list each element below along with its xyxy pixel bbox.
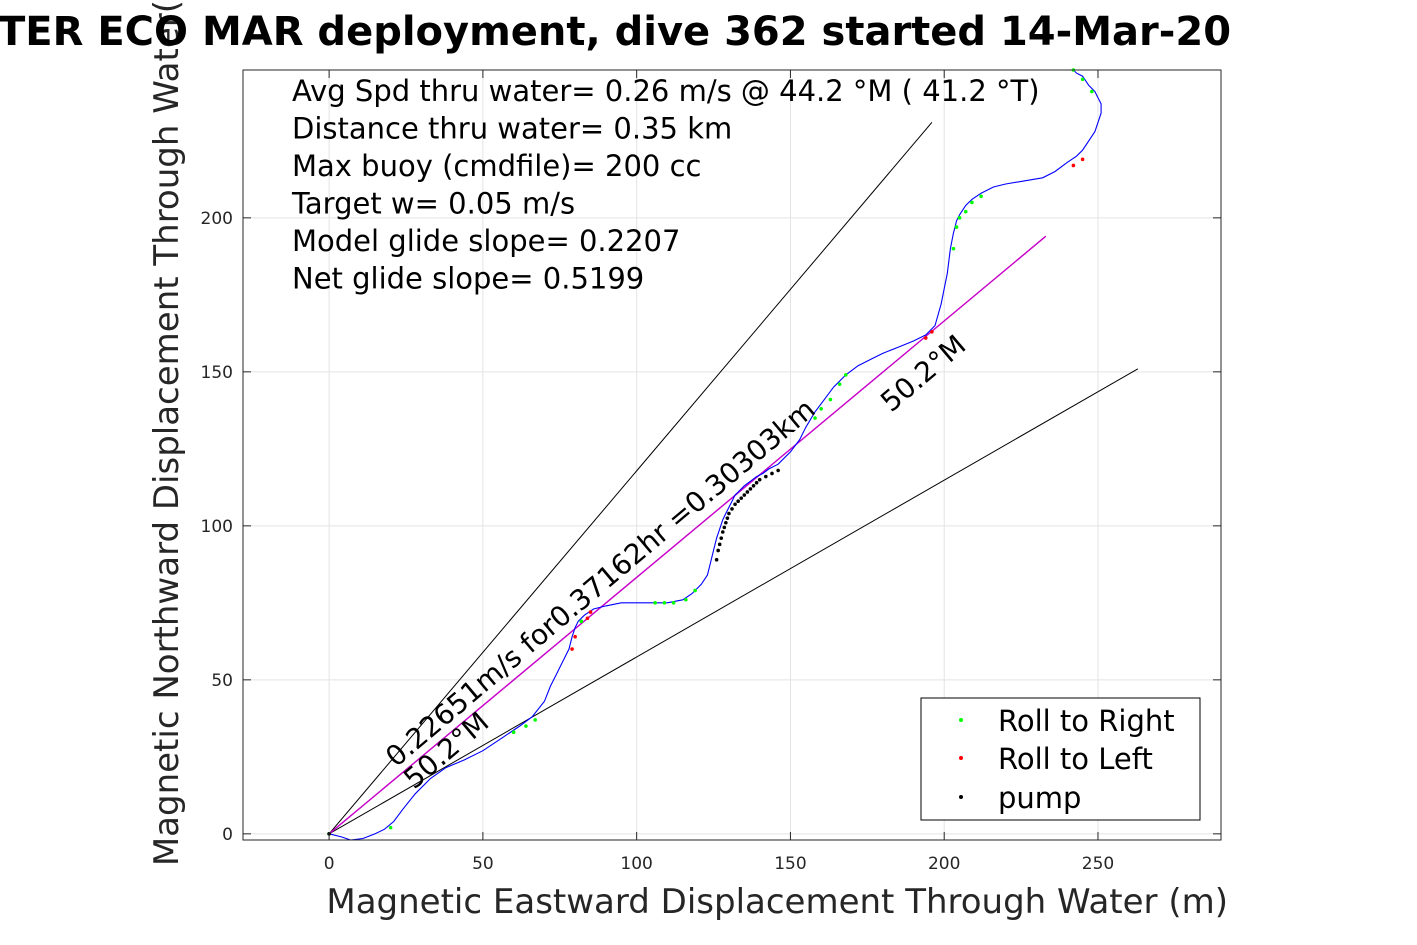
roll-right-point (524, 724, 528, 728)
legend-marker-pump (959, 795, 963, 799)
stat-line: Model glide slope= 0.2207 (292, 224, 680, 258)
x-axis-label: Magnetic Eastward Displacement Through W… (326, 882, 1228, 922)
pump-point (745, 490, 750, 494)
roll-left-point (930, 330, 934, 334)
annotation-speed: 0.22651m/s for0.37162hr =0.30303km (379, 392, 821, 773)
legend-marker-roll-left (959, 756, 963, 760)
glider-track-line (328, 69, 1102, 841)
x-tick-label: 150 (774, 854, 806, 874)
roll-right-point (951, 246, 956, 251)
roll-right-point (579, 619, 584, 624)
roll-left-point (585, 616, 590, 621)
x-tick-label: 50 (472, 854, 494, 874)
y-tick-label: 0 (222, 825, 233, 845)
stat-line: Net glide slope= 0.5199 (292, 262, 644, 296)
pump-point (714, 557, 719, 562)
roll-right-point (819, 407, 823, 411)
roll-right-point (671, 601, 676, 605)
pump-point (727, 511, 731, 516)
roll-right-point (662, 601, 667, 605)
pump-point (736, 499, 740, 504)
pump-point (757, 477, 762, 482)
roll-right-point (653, 601, 657, 605)
roll-right-point (954, 225, 959, 229)
stat-line: Distance thru water= 0.35 km (292, 112, 732, 146)
pump-point (716, 548, 720, 553)
net-line (328, 235, 1047, 835)
pump-point (725, 516, 730, 520)
pump-point (764, 474, 768, 479)
pump-point (717, 542, 722, 547)
roll-right-point (843, 373, 848, 377)
legend-marker-roll-right (959, 718, 963, 722)
x-tick-label: 0 (324, 854, 335, 874)
roll-left-point (1071, 163, 1076, 168)
pump-point (730, 507, 734, 511)
pump-point (751, 484, 756, 488)
pump-point (720, 530, 725, 534)
roll-right-point (963, 209, 968, 214)
pump-point (733, 502, 737, 507)
pump-point (754, 480, 759, 485)
series-layer (327, 68, 1139, 841)
y-tick-label: 50 (211, 671, 233, 691)
roll-right-point (684, 597, 688, 602)
y-axis-label: Magnetic Northward Displacement Through … (147, 0, 187, 866)
roll-right-point (693, 588, 697, 593)
roll-right-point (837, 382, 842, 386)
legend-label-pump: pump (998, 781, 1081, 815)
roll-right-point (979, 194, 983, 199)
axes-frame (242, 69, 1222, 841)
grid-lines (243, 70, 1221, 840)
pump-point (742, 493, 747, 497)
pump-point (739, 496, 744, 500)
roll-left-point (573, 634, 577, 639)
x-tick-label: 100 (620, 854, 652, 874)
x-tick-label: 200 (928, 854, 960, 874)
roll-left-point (923, 336, 928, 340)
y-tick-label: 100 (201, 517, 233, 537)
pump-point (724, 520, 728, 525)
roll-right-point (511, 730, 516, 734)
pump-point (748, 487, 753, 491)
roll-right-point (970, 200, 974, 205)
y-tick-label: 200 (201, 209, 233, 229)
stat-line: Target w= 0.05 m/s (291, 187, 575, 221)
roll-right-point (813, 416, 817, 420)
y-tick-label: 150 (201, 363, 233, 383)
stat-line: Max buoy (cmdfile)= 200 cc (292, 149, 701, 183)
stat-line: Avg Spd thru water= 0.26 m/s @ 44.2 °M (… (292, 74, 1040, 108)
roll-right-point (533, 718, 537, 722)
roll-right-point (388, 825, 393, 830)
legend-label-roll-left: Roll to Left (998, 742, 1153, 776)
pump-point (722, 525, 727, 530)
roll-right-point (1090, 89, 1094, 94)
legend-label-roll-right: Roll to Right (998, 704, 1175, 738)
cone-line (328, 368, 1139, 835)
pump-point (776, 468, 780, 473)
chart-title: TER ECO MAR deployment, dive 362 started… (0, 9, 1231, 55)
legend: Roll to Right Roll to Left pump (920, 697, 1201, 821)
annotation-heading-center: 50.2°M (874, 328, 972, 418)
x-tick-label: 250 (1082, 854, 1114, 874)
stats-block: Avg Spd thru water= 0.26 m/s @ 44.2 °M (… (291, 74, 1040, 296)
pump-point (719, 536, 724, 540)
roll-right-point (828, 397, 833, 402)
legend-box (920, 697, 1201, 821)
pump-point (770, 471, 774, 476)
cone-line (328, 122, 933, 835)
roll-left-point (570, 647, 574, 651)
roll-right-point (1080, 77, 1085, 82)
roll-left-point (588, 610, 593, 614)
roll-right-point (957, 216, 962, 220)
axis-ticks: 0 50 100 150 200 250 0 50 100 150 200 (201, 70, 1221, 874)
roll-left-point (1080, 157, 1085, 162)
